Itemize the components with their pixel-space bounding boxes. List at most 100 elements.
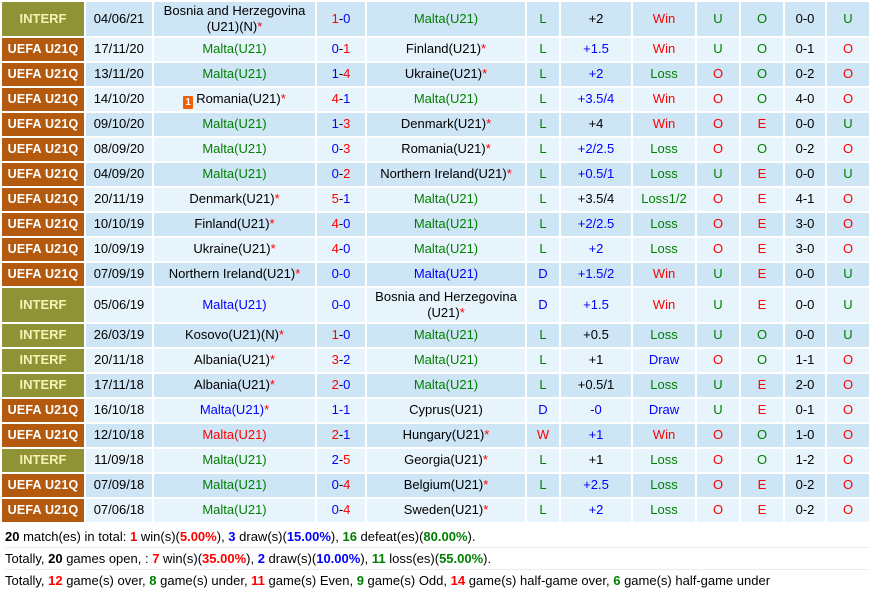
away-team-cell: Malta(U21) [365, 86, 527, 113]
summary-segment: 1 [130, 529, 138, 544]
score-cell: 2-1 [315, 422, 367, 449]
date-cell: 20/11/18 [84, 347, 154, 374]
home-team-star: * [269, 352, 275, 368]
home-goals: 1 [331, 327, 339, 343]
away-goals: 1 [343, 41, 351, 57]
summary-segment: ), [330, 529, 343, 544]
result-letter: D [538, 266, 548, 282]
away-goals: 3 [343, 116, 351, 132]
handicap-result: Loss1/2 [641, 191, 687, 207]
summary-segment: 16 [342, 529, 357, 544]
home-team-name: Romania(U21) [196, 90, 281, 106]
away-team-cell: Cyprus(U21) [365, 397, 527, 424]
away-team-cell: Finland(U21)* [365, 36, 527, 63]
summary-segment: ), [216, 529, 229, 544]
match-row: INTERF 11/09/18 Malta(U21) 2-5 Georgia(U21)*… [0, 447, 869, 474]
odd-even-letter: E [757, 402, 767, 418]
away-team-cell: Hungary(U21)* [365, 422, 527, 449]
handicap-cell: +2.5 [559, 472, 633, 499]
over-under-letter: O [712, 427, 724, 443]
away-team-star: * [481, 41, 487, 57]
score-dash: - [338, 296, 344, 312]
match-date: 16/10/18 [93, 402, 145, 418]
ht-over-under-letter: U [843, 10, 853, 26]
home-team-name: Malta(U21) [202, 116, 267, 132]
result-letter: L [539, 91, 547, 107]
match-date: 20/11/19 [94, 191, 144, 207]
over-under-letter: U [713, 166, 723, 182]
summary-segment: game(s) under, [156, 573, 252, 588]
ht-over-under-cell: O [825, 422, 869, 449]
away-team-name: Finland(U21) [405, 41, 482, 57]
handicap-result: Win [652, 10, 676, 26]
home-team-name: Malta(U21) [202, 452, 267, 468]
handicap-result: Win [652, 427, 676, 443]
match-row: UEFA U21Q 07/09/19 Northern Ireland(U21)* 0… [0, 261, 869, 288]
handicap-result-cell: Win [631, 286, 697, 324]
ht-score: 0-0 [795, 166, 815, 182]
odd-even-cell: O [739, 447, 785, 474]
home-goals: 1 [331, 66, 339, 82]
score-cell: 0-0 [315, 261, 367, 288]
away-team-name: Cyprus(U21) [409, 402, 483, 418]
over-under-letter: U [713, 377, 723, 393]
handicap-result-cell: Loss [631, 136, 697, 163]
date-cell: 11/09/18 [84, 447, 154, 474]
date-cell: 04/06/21 [84, 0, 154, 38]
over-under-cell: U [695, 0, 741, 38]
competition-cell: UEFA U21Q [0, 161, 86, 188]
home-team-cell: Malta(U21) [152, 61, 317, 88]
result-letter-cell: L [525, 161, 561, 188]
result-letter-cell: D [525, 286, 561, 324]
match-date: 13/11/20 [94, 66, 144, 82]
handicap-result-cell: Loss [631, 447, 697, 474]
summary-segment: match(es) in total: [19, 529, 131, 544]
competition-cell: UEFA U21Q [0, 186, 86, 213]
ht-over-under-letter: O [842, 91, 854, 107]
score-cell: 1-4 [315, 61, 367, 88]
ht-over-under-cell: O [825, 497, 869, 524]
ht-score-cell: 0-0 [783, 286, 827, 324]
handicap-result: Loss [650, 502, 678, 518]
handicap-line: +3.5/4 [577, 191, 615, 207]
ht-score-cell: 4-1 [783, 186, 827, 213]
summary-segment: ), [360, 551, 372, 566]
result-letter-cell: D [525, 397, 561, 424]
score-cell: 0-0 [315, 286, 367, 324]
ht-score: 0-1 [795, 402, 815, 418]
competition-cell: UEFA U21Q [0, 261, 86, 288]
ht-over-under-letter: U [843, 166, 853, 182]
over-under-cell: U [695, 261, 741, 288]
score-dash: - [338, 216, 344, 232]
handicap-result: Win [652, 41, 676, 57]
ht-score-cell: 4-0 [783, 86, 827, 113]
score-cell: 4-1 [315, 86, 367, 113]
competition-cell: INTERF [0, 286, 86, 324]
ht-over-under-cell: O [825, 372, 869, 399]
result-letter-cell: L [525, 322, 561, 349]
over-under-letter: O [712, 452, 724, 468]
score-dash: - [338, 502, 344, 518]
odd-even-cell: E [739, 472, 785, 499]
home-team-cell: Bosnia and Herzegovina (U21)(N)* [152, 0, 317, 38]
home-team-star: * [257, 19, 263, 34]
odd-even-cell: E [739, 236, 785, 263]
away-goals: 0 [343, 266, 351, 282]
result-letter: L [539, 116, 547, 132]
ht-score: 0-2 [795, 477, 815, 493]
home-goals: 0 [331, 266, 339, 282]
away-goals: 0 [343, 327, 351, 343]
competition-cell: INTERF [0, 0, 86, 38]
ht-over-under-cell: U [825, 111, 869, 138]
home-goals: 0 [331, 166, 339, 182]
result-letter: L [539, 166, 547, 182]
ht-over-under-cell: O [825, 186, 869, 213]
handicap-result: Draw [648, 402, 680, 418]
result-letter-cell: L [525, 236, 561, 263]
away-team-star: * [486, 116, 492, 132]
handicap-result-cell: Loss [631, 472, 697, 499]
score-dash: - [338, 91, 344, 107]
home-team-cell: 1 Romania(U21)* [152, 86, 317, 113]
match-row: UEFA U21Q 12/10/18 Malta(U21) 2-1 Hungary(U2… [0, 422, 869, 449]
ht-over-under-cell: U [825, 0, 869, 38]
